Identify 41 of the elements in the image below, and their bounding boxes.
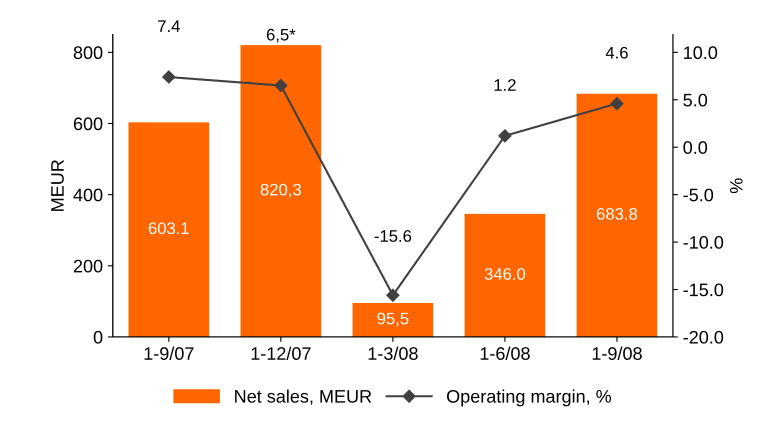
data-label: 7.4	[158, 20, 180, 32]
y-tick-label: 200	[74, 260, 102, 273]
x-tick-label: 1-12/07	[252, 346, 311, 360]
data-label: 346.0	[484, 268, 526, 280]
y2-tick-label: -10.0	[683, 236, 724, 249]
y2-tick-label: -15.0	[683, 283, 724, 296]
point	[274, 78, 288, 92]
y-axis-title: MEUR	[51, 160, 64, 211]
data-label: 4.6	[606, 46, 628, 59]
data-label: 6,5*	[266, 28, 296, 43]
y2-tick-label: 5.0	[683, 94, 708, 107]
point	[162, 70, 176, 84]
y-tick-label: 400	[73, 188, 102, 202]
data-label: 1.2	[494, 79, 516, 91]
x-tick-label: 1-3/08	[368, 346, 418, 360]
point	[610, 96, 624, 110]
y-tick-label: 600	[74, 117, 102, 130]
y-tick-label: 800	[74, 46, 102, 60]
bar	[128, 122, 210, 337]
y2-tick-label: -5.0	[683, 188, 714, 202]
point	[498, 129, 512, 142]
x-tick-label: 1-9/08	[592, 346, 642, 360]
data-label: 820,3	[260, 184, 301, 198]
data-label: 683.8	[596, 208, 638, 220]
data-label: -15.6	[374, 230, 412, 242]
bar	[576, 94, 658, 337]
point	[386, 288, 400, 302]
bar	[352, 302, 434, 337]
x-tick-label: 1-9/07	[144, 346, 194, 360]
data-label: 95,5	[377, 312, 408, 326]
y2-tick-label: 10.0	[684, 46, 718, 60]
y2-tick-label: -20.0	[683, 330, 724, 344]
data-label: 603.1	[148, 222, 189, 234]
y-tick-label: 0	[94, 330, 102, 344]
y2-tick-label: 0.0	[683, 141, 708, 154]
y2-axis-title: %	[730, 178, 743, 194]
x-tick-label: 1-6/08	[480, 346, 530, 360]
bar	[464, 214, 546, 337]
legend-label: Operating margin, %	[446, 390, 612, 406]
legend-label: Net sales, MEUR	[235, 390, 372, 405]
bar	[240, 45, 322, 337]
